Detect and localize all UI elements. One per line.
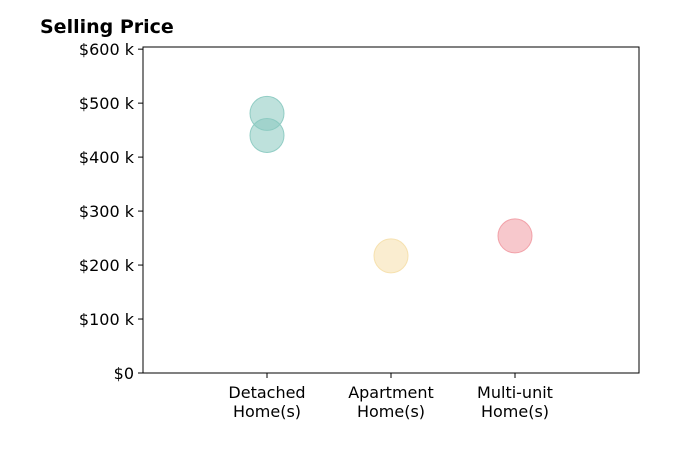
y-tick-label: $100 k [79, 310, 135, 329]
plot-frame [142, 46, 640, 374]
x-tick-label: Home(s) [233, 402, 301, 421]
plot-layer: $0 $100 k $200 k $300 k $400 k $500 k $600 k De… [79, 40, 640, 421]
data-point [373, 238, 409, 274]
chart-title: Selling Price [40, 16, 174, 38]
x-tick-label: Home(s) [481, 402, 549, 421]
x-tick-label: Detached [228, 383, 305, 402]
x-tick-label: Apartment [348, 383, 434, 402]
y-tick-label: $0 [114, 364, 134, 383]
y-tick-label: $300 k [79, 202, 135, 221]
data-point [497, 218, 533, 254]
data-point [249, 118, 285, 154]
y-tick-label: $400 k [79, 148, 135, 167]
x-tick-label: Multi-unit [477, 383, 553, 402]
y-tick-label: $200 k [79, 256, 135, 275]
y-tick-label: $600 k [79, 40, 135, 59]
y-tick-label: $500 k [79, 94, 135, 113]
x-tick-label: Home(s) [357, 402, 425, 421]
